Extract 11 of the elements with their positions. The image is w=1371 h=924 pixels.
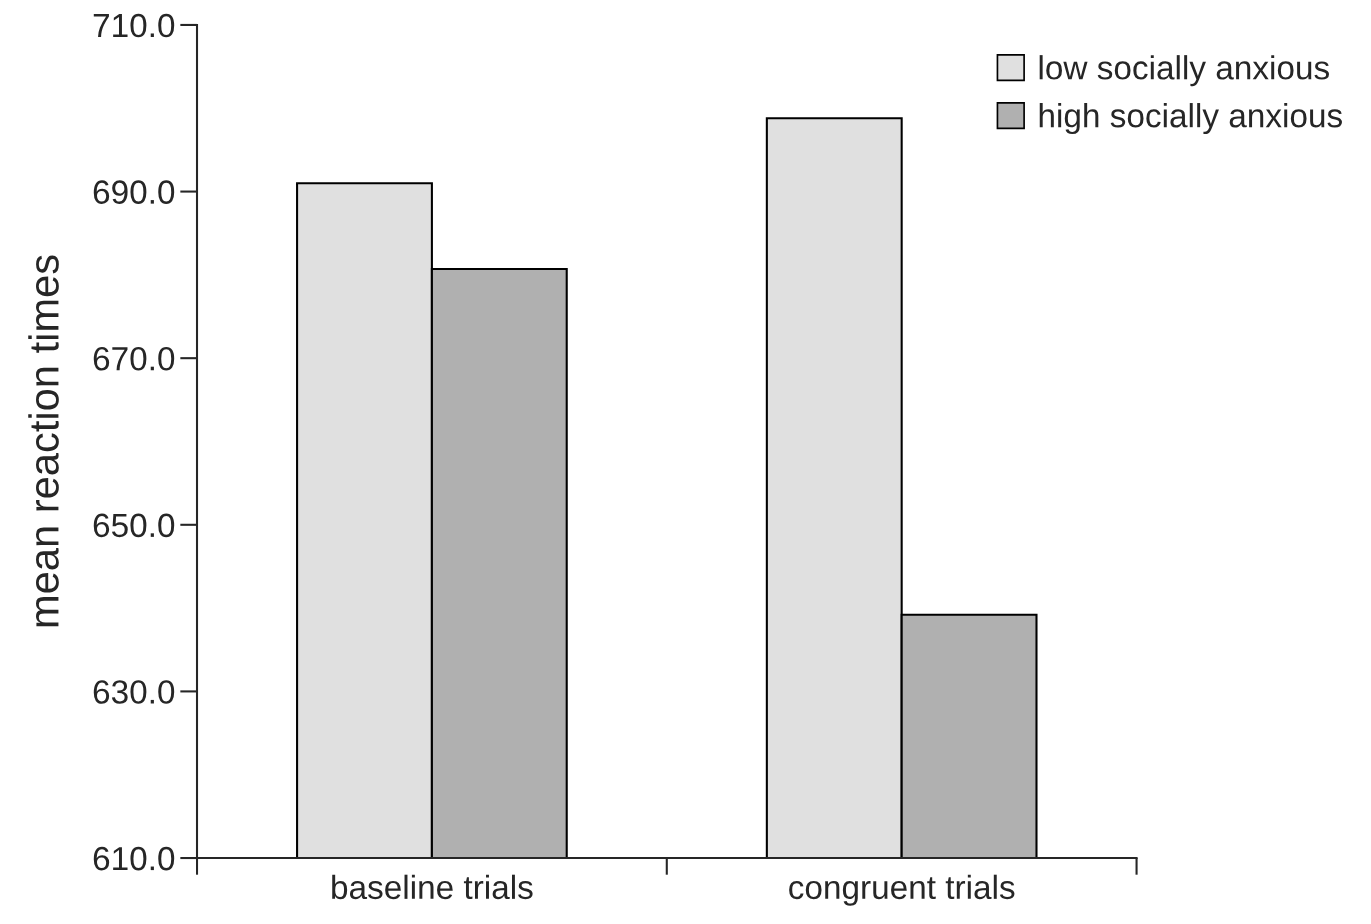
y-tick-label: 690.0 bbox=[93, 180, 175, 204]
y-tick-label: 650.0 bbox=[93, 513, 175, 538]
y-tick-label: 670.0 bbox=[93, 346, 175, 371]
y-axis-title: mean reaction times bbox=[28, 255, 59, 627]
x-tick-label: congruent trials bbox=[789, 874, 1015, 906]
legend-label: high socially anxious bbox=[1039, 103, 1342, 135]
y-tick-label: 610.0 bbox=[93, 846, 175, 871]
y-tick-label: 710.0 bbox=[93, 13, 175, 38]
legend-label: low socially anxious bbox=[1039, 55, 1329, 87]
y-tick-label: 630.0 bbox=[93, 680, 175, 704]
x-tick-label: baseline trials bbox=[332, 874, 533, 900]
